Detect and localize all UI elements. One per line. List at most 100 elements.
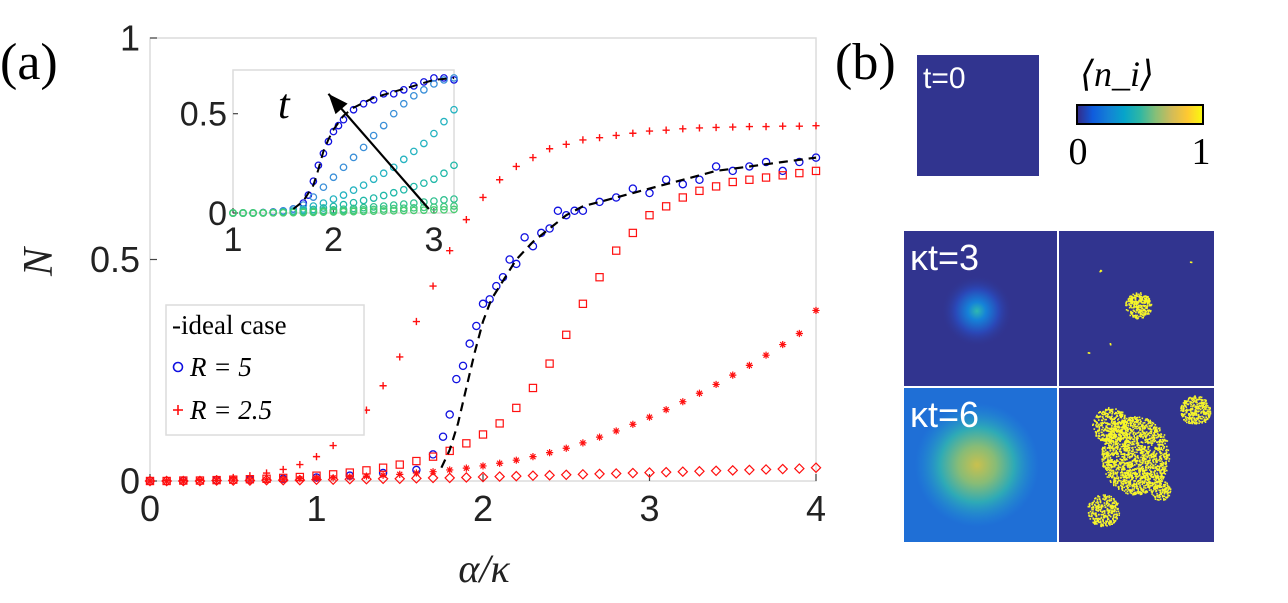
occupied-site <box>1107 521 1110 524</box>
occupied-site <box>1110 504 1112 506</box>
occupied-site <box>1133 472 1136 474</box>
occupied-site <box>1124 459 1127 461</box>
occupied-site <box>1192 404 1194 407</box>
occupied-site <box>1128 303 1130 305</box>
occupied-site <box>1162 444 1164 446</box>
occupied-site <box>1108 467 1111 469</box>
occupied-site <box>1105 434 1108 436</box>
occupied-site <box>1148 487 1151 489</box>
occupied-site <box>1121 473 1124 476</box>
occupied-site <box>1122 425 1124 428</box>
occupied-site <box>1142 475 1144 478</box>
data-point <box>810 462 822 474</box>
occupied-site <box>1182 410 1184 412</box>
occupied-site <box>1165 451 1168 454</box>
occupied-site <box>1103 510 1106 513</box>
occupied-site <box>1135 317 1137 319</box>
occupied-site <box>1123 421 1125 424</box>
occupied-site <box>1143 432 1145 434</box>
data-point <box>545 359 554 368</box>
occupied-site <box>1101 419 1104 422</box>
occupied-site <box>1154 479 1157 482</box>
occupied-site <box>1134 423 1137 426</box>
occupied-site <box>1119 421 1121 424</box>
occupied-site <box>1182 402 1185 404</box>
occupied-site <box>1141 472 1144 474</box>
occupied-site <box>1197 406 1200 409</box>
occupied-site <box>1122 444 1124 446</box>
occupied-site <box>1105 468 1107 470</box>
occupied-site <box>1200 402 1202 405</box>
occupied-site <box>1163 471 1165 473</box>
occupied-site <box>1103 457 1106 460</box>
occupied-site <box>1164 498 1167 501</box>
occupied-site <box>1141 480 1144 482</box>
occupied-site <box>1147 462 1150 465</box>
occupied-site <box>1191 411 1194 414</box>
data-point <box>528 383 538 393</box>
occupied-site <box>1161 486 1163 488</box>
occupied-site <box>1139 449 1141 451</box>
occupied-site <box>1189 418 1192 420</box>
occupied-site <box>1105 452 1108 454</box>
occupied-site <box>1115 423 1118 425</box>
occupied-site <box>1200 411 1203 413</box>
occupied-site <box>1153 458 1156 461</box>
occupied-site <box>1139 479 1142 481</box>
occupied-site <box>1146 300 1148 302</box>
occupied-site <box>1101 453 1103 456</box>
occupied-site <box>1153 429 1156 432</box>
occupied-site <box>1117 502 1119 505</box>
occupied-site <box>1130 297 1132 300</box>
occupied-site <box>1098 419 1100 421</box>
data-point <box>712 123 720 132</box>
occupied-site <box>1118 427 1120 429</box>
data-point <box>179 477 187 485</box>
occupied-site <box>1145 487 1147 489</box>
occupied-site <box>1144 469 1147 472</box>
occupied-site <box>1205 402 1207 405</box>
occupied-site <box>1150 489 1152 491</box>
occupied-site <box>1111 431 1114 433</box>
occupied-site <box>1118 468 1120 471</box>
occupied-site <box>1114 504 1117 506</box>
occupied-site <box>1114 427 1116 430</box>
occupied-site <box>1098 506 1100 508</box>
data-point <box>394 473 406 485</box>
occupied-site <box>1135 432 1137 434</box>
occupied-site <box>1109 464 1112 466</box>
occupied-site <box>1090 513 1093 515</box>
occupied-site <box>1133 473 1136 475</box>
occupied-site <box>1103 450 1105 453</box>
occupied-site <box>1100 434 1103 437</box>
data-point <box>319 183 328 192</box>
occupied-site <box>1115 464 1118 466</box>
occupied-site <box>1132 448 1134 451</box>
occupied-site <box>1101 450 1104 452</box>
occupied-site <box>1097 510 1099 512</box>
occupied-site <box>1102 464 1105 466</box>
occupied-site <box>1190 403 1193 406</box>
occupied-site <box>1100 523 1102 525</box>
occupied-site <box>1123 423 1126 425</box>
snapshot-kt3-binary-dots <box>1087 261 1193 354</box>
occupied-site <box>1148 298 1151 300</box>
occupied-site <box>1114 425 1117 428</box>
occupied-site <box>1196 403 1198 406</box>
data-point <box>678 193 688 202</box>
occupied-site <box>1133 487 1136 489</box>
snapshot-kt3-label: κt=3 <box>910 237 979 278</box>
occupied-site <box>1169 491 1171 494</box>
occupied-site <box>1147 419 1149 422</box>
occupied-site <box>1201 404 1204 406</box>
occupied-site <box>1130 299 1133 302</box>
occupied-site <box>1145 450 1148 453</box>
occupied-site <box>1106 461 1109 463</box>
occupied-site <box>1137 306 1139 309</box>
occupied-site <box>1117 510 1120 513</box>
occupied-site <box>1121 420 1123 422</box>
occupied-site <box>1139 309 1142 311</box>
data-point <box>161 475 173 487</box>
occupied-site <box>1150 440 1152 442</box>
occupied-site <box>1109 428 1111 430</box>
